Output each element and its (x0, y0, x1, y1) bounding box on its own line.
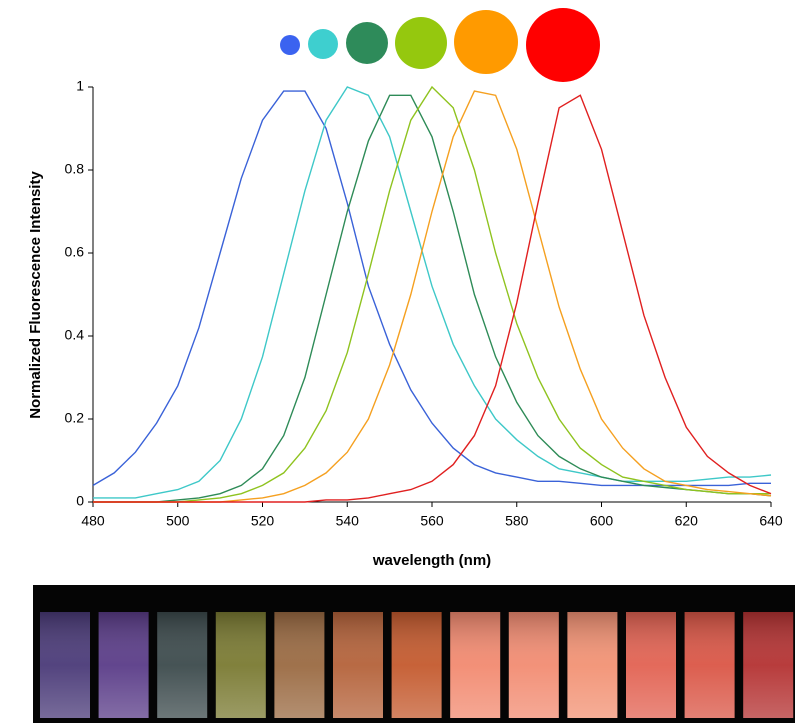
x-tick-label: 580 (505, 513, 529, 529)
series-line (93, 85, 771, 503)
dot (280, 35, 300, 55)
x-tick-label: 500 (166, 513, 190, 529)
y-tick-label: 0.2 (65, 410, 85, 426)
color-dots (280, 8, 600, 82)
vial-shade (567, 612, 618, 718)
x-tick-label: 620 (675, 513, 699, 529)
y-tick-label: 0.4 (65, 327, 85, 343)
y-tick-label: 0.8 (65, 161, 85, 177)
vial-shade (450, 612, 501, 718)
vial-shade (333, 612, 383, 718)
vial-shade (40, 612, 90, 718)
x-tick-label: 600 (590, 513, 614, 529)
x-tick-label: 480 (81, 513, 105, 529)
dot (454, 10, 518, 74)
x-axis-title: wavelength (nm) (372, 552, 491, 569)
series-line (93, 90, 772, 503)
dot (308, 29, 338, 59)
vials (40, 612, 794, 718)
vial-photo (33, 585, 795, 723)
x-tick-label: 560 (420, 513, 444, 529)
vial-shade (508, 612, 559, 718)
y-tick-label: 0 (76, 493, 84, 509)
dot (526, 8, 600, 82)
series-line (93, 94, 772, 503)
vial-shade (215, 612, 266, 718)
vial-shade (743, 612, 794, 718)
dot (346, 22, 388, 64)
vial-shade (98, 612, 149, 718)
y-tick-label: 0.6 (65, 244, 85, 260)
vial-shade (391, 612, 442, 718)
x-tick-label: 520 (251, 513, 275, 529)
vial-shade (157, 612, 208, 718)
y-tick-label: 1 (76, 78, 84, 94)
series-line (93, 86, 772, 499)
vial-shade (626, 612, 676, 718)
series-line (93, 94, 772, 503)
x-tick-label: 640 (759, 513, 783, 529)
x-tick-label: 540 (336, 513, 360, 529)
y-axis-title: Normalized Fluorescence Intensity (27, 171, 44, 419)
vial-shade (684, 612, 735, 718)
dot (395, 17, 447, 69)
series-line (92, 90, 771, 487)
vial-shade (274, 612, 325, 718)
